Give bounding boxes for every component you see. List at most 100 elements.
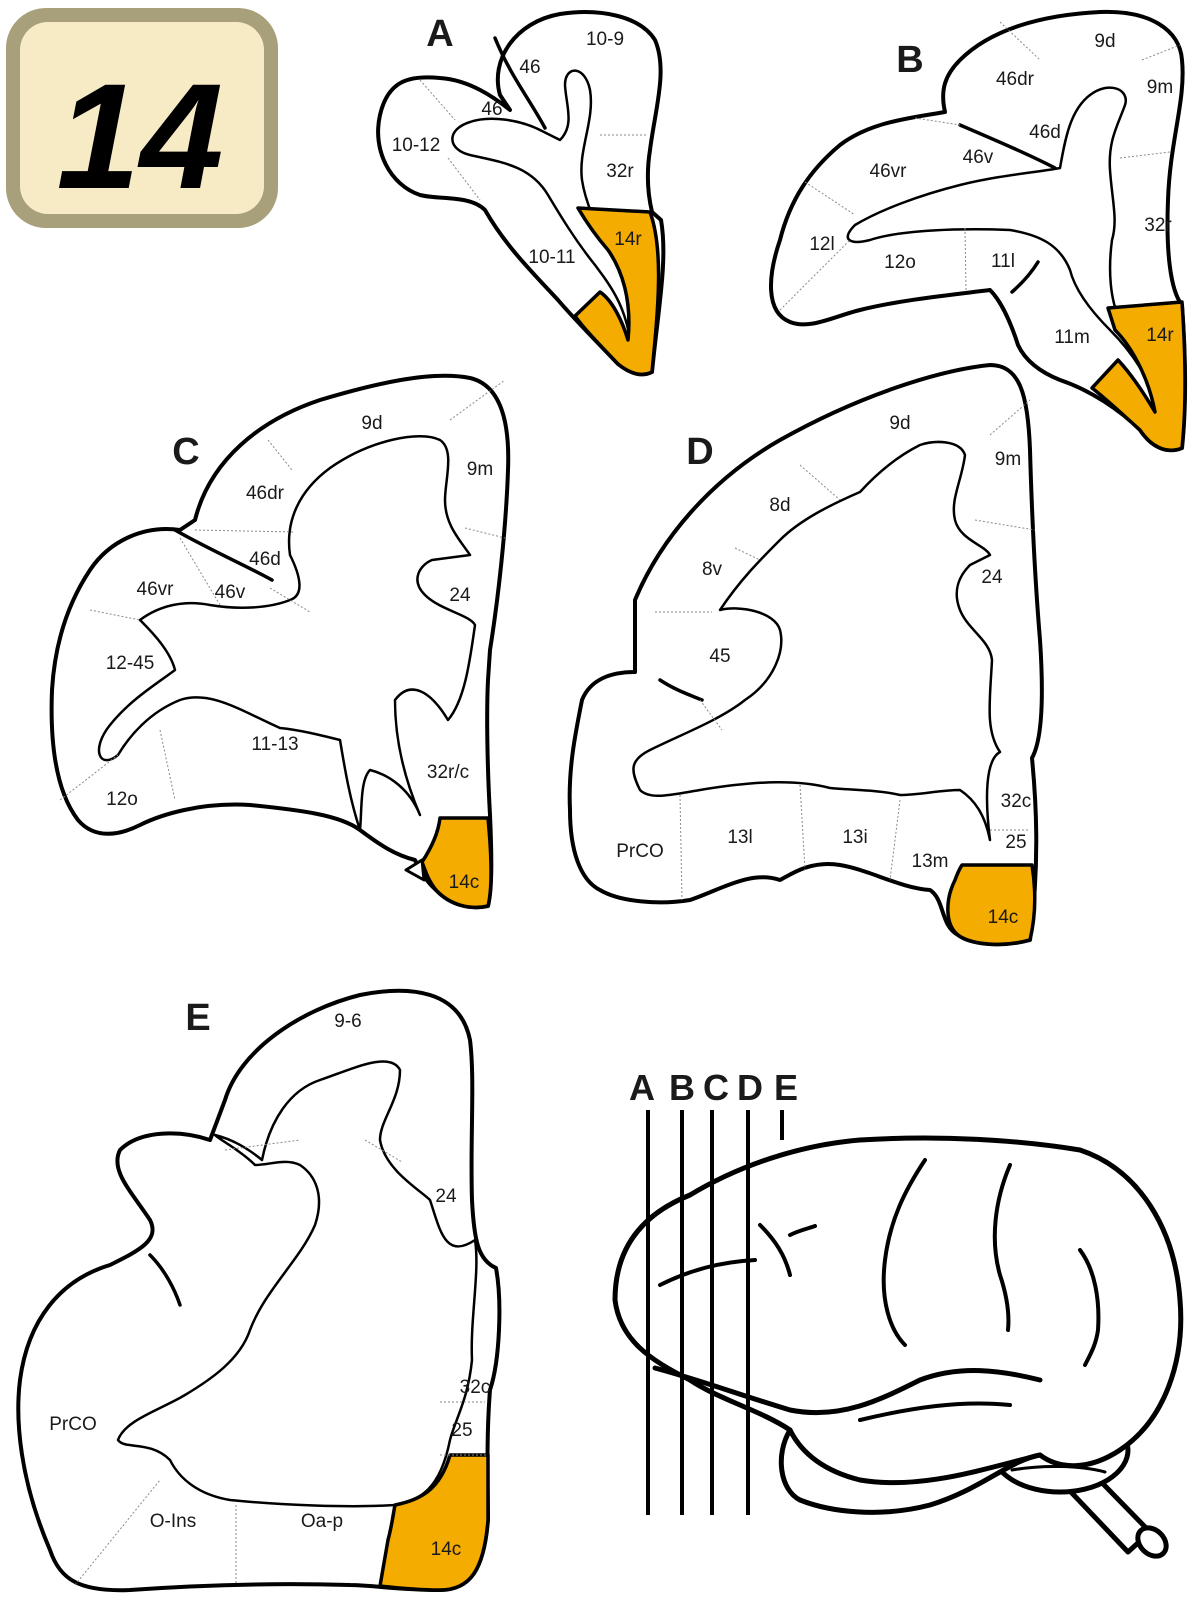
section-d-inner-sulcus [632,440,1002,842]
area-label: 46dr [996,69,1035,90]
area-14r-a [573,206,661,377]
area-label: 14r [614,229,642,250]
area-label: 12-45 [106,653,155,674]
border [449,379,506,421]
border [89,609,141,621]
area-label: 8v [702,559,723,580]
area-label: 14c [449,872,480,893]
area-label: 46v [963,147,994,168]
area-label: 14r [1146,325,1174,346]
border [179,537,221,606]
border [267,439,293,471]
border [224,1139,301,1151]
area-14c-d [946,863,1037,947]
area-label: 10-12 [392,135,441,156]
area-14c-c [420,816,493,910]
section-e: E 9-6 24 32c PrCO 25 O-Ins Oa-p 14c [16,988,502,1593]
area-label: 11l [991,251,1015,272]
section-b-inner-sulcus [846,86,1162,417]
area-label: 46dr [246,483,285,504]
area-label: 46v [215,582,246,603]
cut-label-e: E [774,1067,798,1108]
area-label: 12l [809,234,834,255]
area-label: 24 [435,1186,457,1207]
area-label: 9m [467,459,493,480]
border [1119,151,1171,159]
area-label: 46 [481,99,502,120]
panel-label-c: C [172,431,199,473]
border [804,181,856,216]
area-label: 9d [361,413,382,434]
area-label: 11m [1054,327,1090,348]
section-d: D 9d 9m 8d 8v 24 45 32c 13l 13i PrCO 25 … [567,363,1044,947]
area-label: 46d [249,549,281,570]
principal-sulcus [658,1258,757,1287]
section-e-inner-sulcus [116,1060,478,1508]
area-label: 32c [460,1377,491,1398]
central-sulcus [881,1158,927,1347]
area-label: 8d [769,495,790,516]
cut-label-a: A [629,1067,655,1108]
cerebrum [612,1135,1184,1515]
border [779,239,851,311]
border [194,529,296,533]
area-label: 13m [912,851,949,872]
area-label: 46 [519,57,540,78]
border [999,21,1041,61]
brainstem-end [1135,1525,1169,1559]
border [889,799,901,881]
section-c-small-notch [404,858,426,882]
border [914,117,961,126]
cut-label-b: B [669,1067,695,1108]
area-label: 25 [1005,832,1026,853]
area-label: 14c [988,907,1019,928]
area-label: 46vr [137,579,175,600]
section-b-sulcus-orbital [1010,260,1040,294]
area-label: 9d [889,413,910,434]
section-c-sulcus-principal [173,528,274,582]
border [734,547,761,561]
border [419,79,456,121]
area-label: Oa-p [301,1511,343,1532]
figure-number: 14 [57,52,224,220]
panel-label-d: D [686,431,713,473]
area-label: 9m [995,449,1021,470]
figure-number-badge: 14 [6,8,278,228]
area-label: 32r/c [427,762,469,783]
badge-face [20,22,264,214]
area-label: 45 [709,646,730,667]
arcuate-sulcus [758,1223,817,1277]
area-label: 9d [1094,31,1115,52]
area-label: 9m [1147,77,1173,98]
area-label: 12o [106,789,138,810]
area-label: 32r [1144,215,1172,236]
section-e-sulcus-a [148,1253,182,1307]
panel-label-a: A [426,13,453,55]
area-label: 13i [842,827,867,848]
section-a: A 10-9 46 46 10-12 32r 14r 10-11 [376,10,666,377]
section-b-sulcus-principal [958,123,1057,170]
area-label: 13l [727,827,752,848]
area-label: 9-6 [334,1011,361,1032]
section-c: C 9d 9m 46dr 46d 46vr 46v 24 12-45 11-13… [49,373,511,910]
border [799,464,841,501]
border [364,1139,403,1163]
area-14r-b [1090,300,1187,452]
area-label: PrCO [49,1414,97,1435]
area-label: 12o [884,252,916,273]
border [447,157,481,201]
area-label: 25 [451,1420,472,1441]
section-d-sulcus-arcuate [658,678,704,702]
area-label: 32r [606,161,634,182]
area-label: O-Ins [150,1511,196,1532]
temporal-lobe-lower [787,1427,1043,1486]
panel-label-b: B [896,39,923,81]
sylvian-fissure [652,1365,1043,1416]
area-label: 24 [449,585,471,606]
border [679,794,683,901]
area-label: 14c [431,1539,462,1560]
area-14c-e [378,1453,490,1592]
border [464,527,506,539]
brain-inset: A B C D E [612,1067,1184,1559]
